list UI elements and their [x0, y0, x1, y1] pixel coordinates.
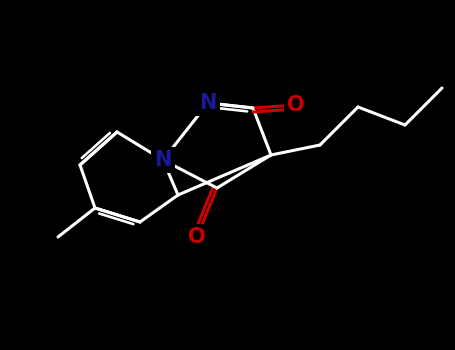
Text: O: O: [287, 95, 305, 115]
Text: O: O: [188, 227, 206, 247]
Text: N: N: [154, 150, 172, 170]
Text: N: N: [199, 93, 217, 113]
